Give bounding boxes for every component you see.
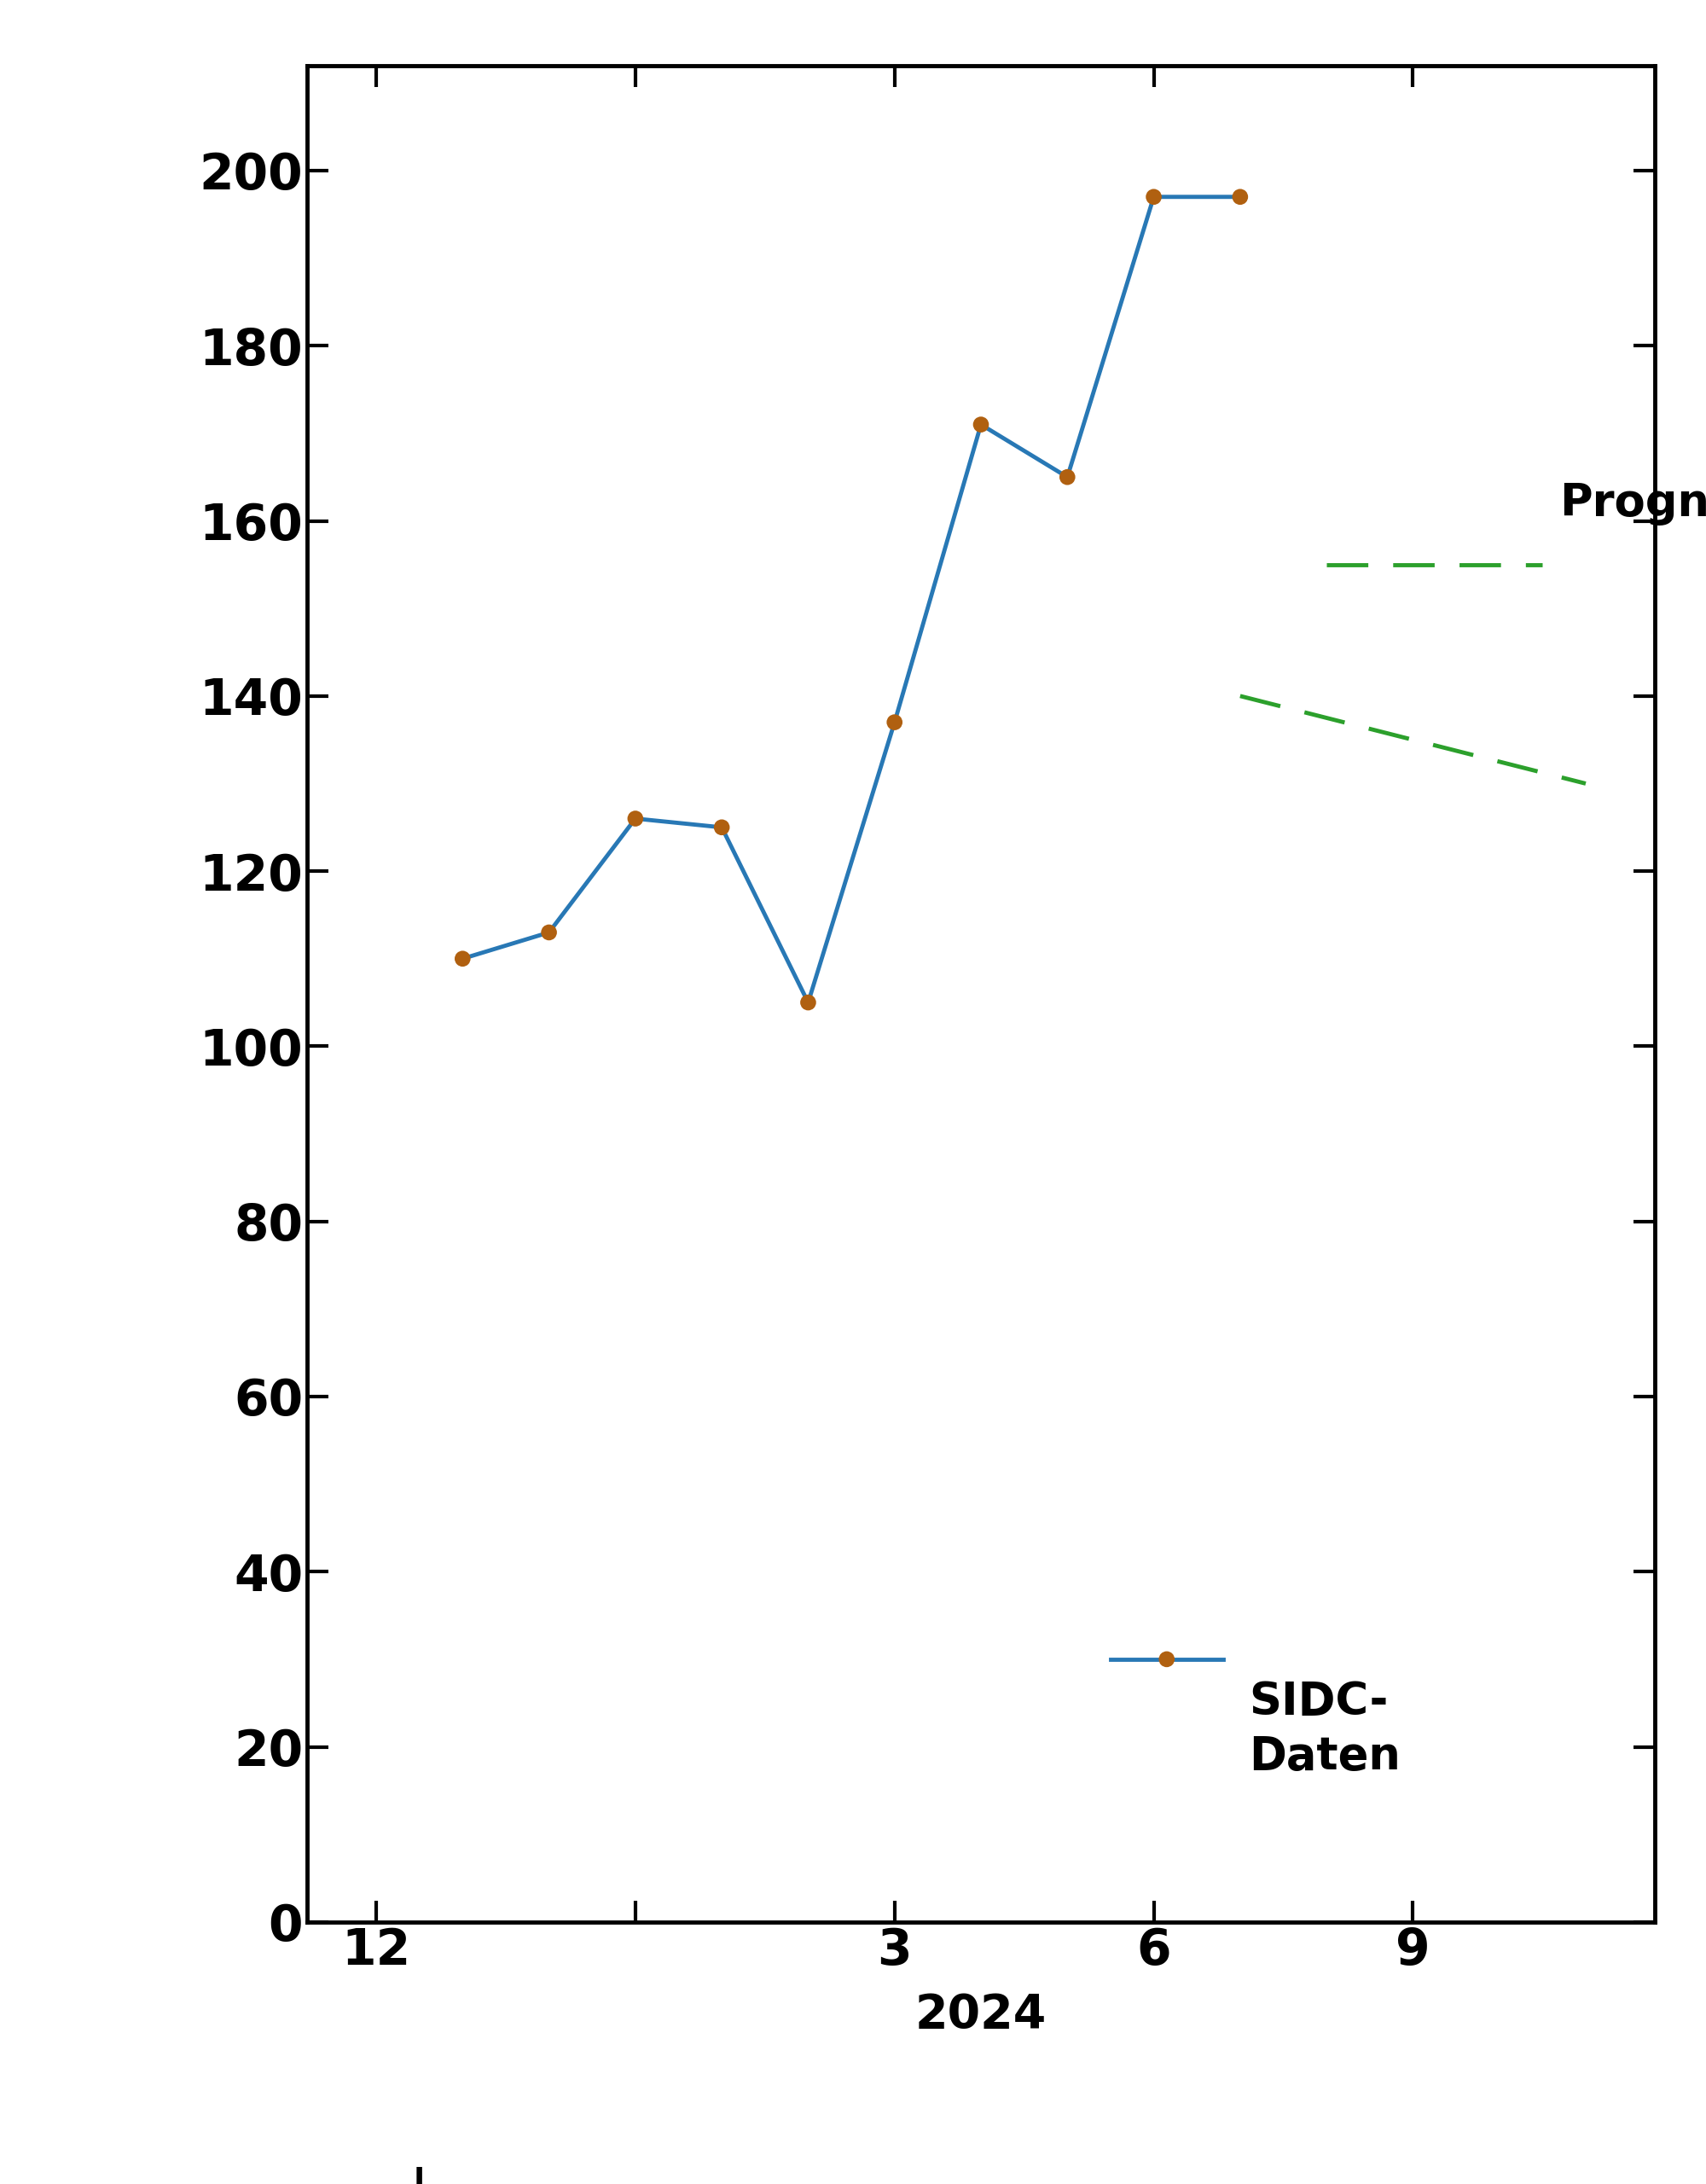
Text: Prognose: Prognose <box>1559 480 1706 526</box>
Text: |: | <box>409 2167 428 2184</box>
Point <box>708 810 735 845</box>
Point <box>449 941 476 976</box>
X-axis label: 2024: 2024 <box>914 1992 1047 2038</box>
Point <box>621 802 648 836</box>
Point <box>967 406 995 441</box>
Point <box>1227 179 1254 214</box>
Point <box>880 705 908 740</box>
Point <box>536 915 563 950</box>
Point <box>1153 1642 1181 1677</box>
Point <box>1140 179 1167 214</box>
Point <box>1054 459 1082 494</box>
Point <box>795 985 822 1020</box>
Text: SIDC-
Daten: SIDC- Daten <box>1249 1679 1401 1780</box>
